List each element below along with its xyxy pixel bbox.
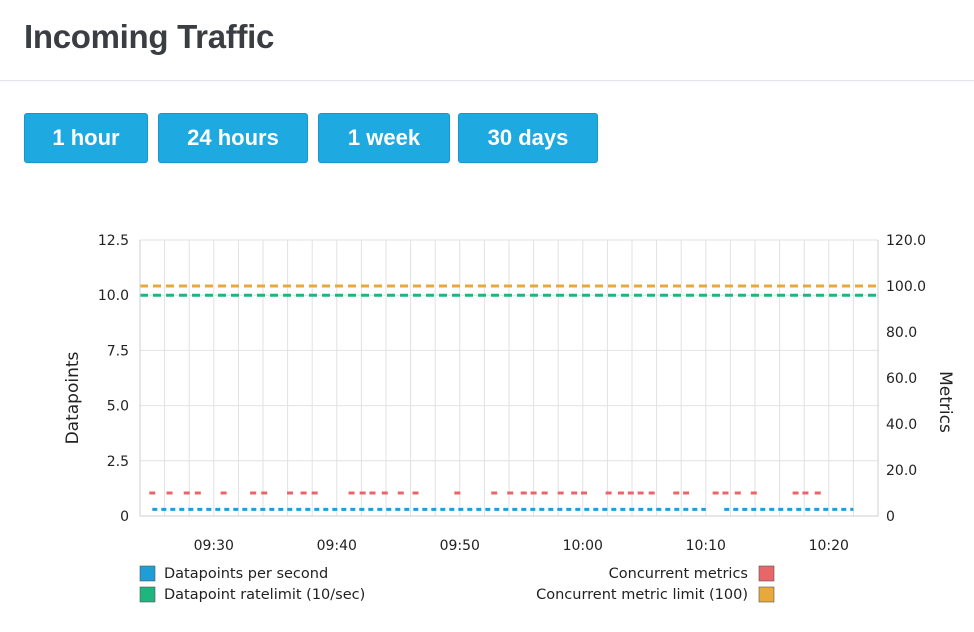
y-left-tick-label: 10.0 [98,288,129,304]
x-tick-label: 09:50 [440,538,480,554]
legend-label: Datapoints per second [164,566,328,582]
x-tick-label: 09:40 [317,538,357,554]
legend-label: Concurrent metrics [609,566,748,582]
legend-label: Concurrent metric limit (100) [536,587,748,603]
y-right-tick-label: 80.0 [886,325,917,341]
range-1-hour-button[interactable]: 1 hour [24,113,148,163]
y-right-tick-label: 100.0 [886,279,926,295]
range-1-week-button[interactable]: 1 week [318,113,450,163]
y-right-tick-label: 40.0 [886,417,917,433]
legend-swatch [758,565,775,582]
y-left-axis-title: Datapoints [63,351,83,444]
y-right-axis-title: Metrics [935,371,955,433]
range-30-days-button[interactable]: 30 days [458,113,598,163]
y-right-tick-label: 120.0 [886,233,926,249]
range-24-hours-button[interactable]: 24 hours [158,113,308,163]
y-left-tick-label: 7.5 [107,343,129,359]
y-left-tick-label: 5.0 [107,399,129,415]
x-tick-label: 10:10 [686,538,726,554]
legend-swatch [139,586,156,603]
legend-label: Datapoint ratelimit (10/sec) [164,587,365,603]
chart-series [140,284,878,511]
y-right-tick-label: 20.0 [886,463,917,479]
page-title: Incoming Traffic [24,18,275,55]
chart-legend: Datapoints per second Datapoint ratelimit… [139,565,775,603]
legend-swatch [139,565,156,582]
page-header: Incoming Traffic [0,0,974,81]
y-left-tick-label: 2.5 [107,454,129,470]
chart-grid [139,239,879,517]
y-left-tick-label: 0 [120,509,129,525]
x-tick-label: 10:20 [809,538,849,554]
y-left-tick-label: 12.5 [98,233,129,249]
chart-axes: 0 2.5 5.0 7.5 10.0 12.5 0 20.0 40.0 60.0 80.0 100.0… [63,233,955,554]
y-right-tick-label: 0 [886,509,895,525]
x-tick-label: 10:00 [563,538,603,554]
x-tick-label: 09:30 [194,538,234,554]
legend-swatch [758,586,775,603]
y-right-tick-label: 60.0 [886,371,917,387]
traffic-chart: 0 2.5 5.0 7.5 10.0 12.5 0 20.0 40.0 60.0 80.0 100.0… [63,233,955,603]
